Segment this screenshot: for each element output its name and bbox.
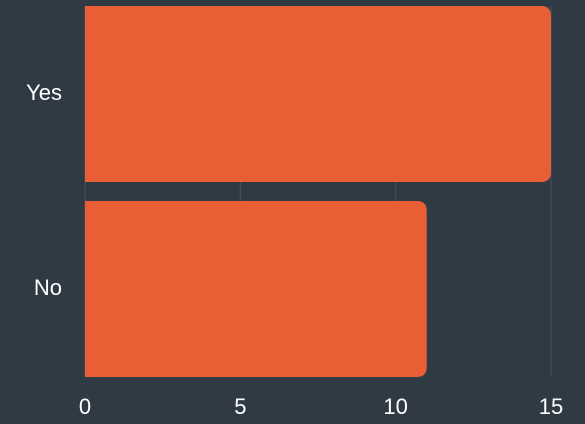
bars	[85, 6, 551, 377]
x-tick-label: 0	[79, 394, 91, 419]
category-label: No	[34, 275, 62, 300]
category-labels: Yes No	[26, 80, 62, 300]
x-tick-label: 10	[383, 394, 407, 419]
x-tick-label: 15	[539, 394, 563, 419]
bar-no	[85, 201, 427, 377]
x-axis-tick-labels: 0 5 10 15	[79, 394, 563, 419]
bar-yes	[85, 6, 551, 182]
x-tick-label: 5	[234, 394, 246, 419]
category-label: Yes	[26, 80, 62, 105]
